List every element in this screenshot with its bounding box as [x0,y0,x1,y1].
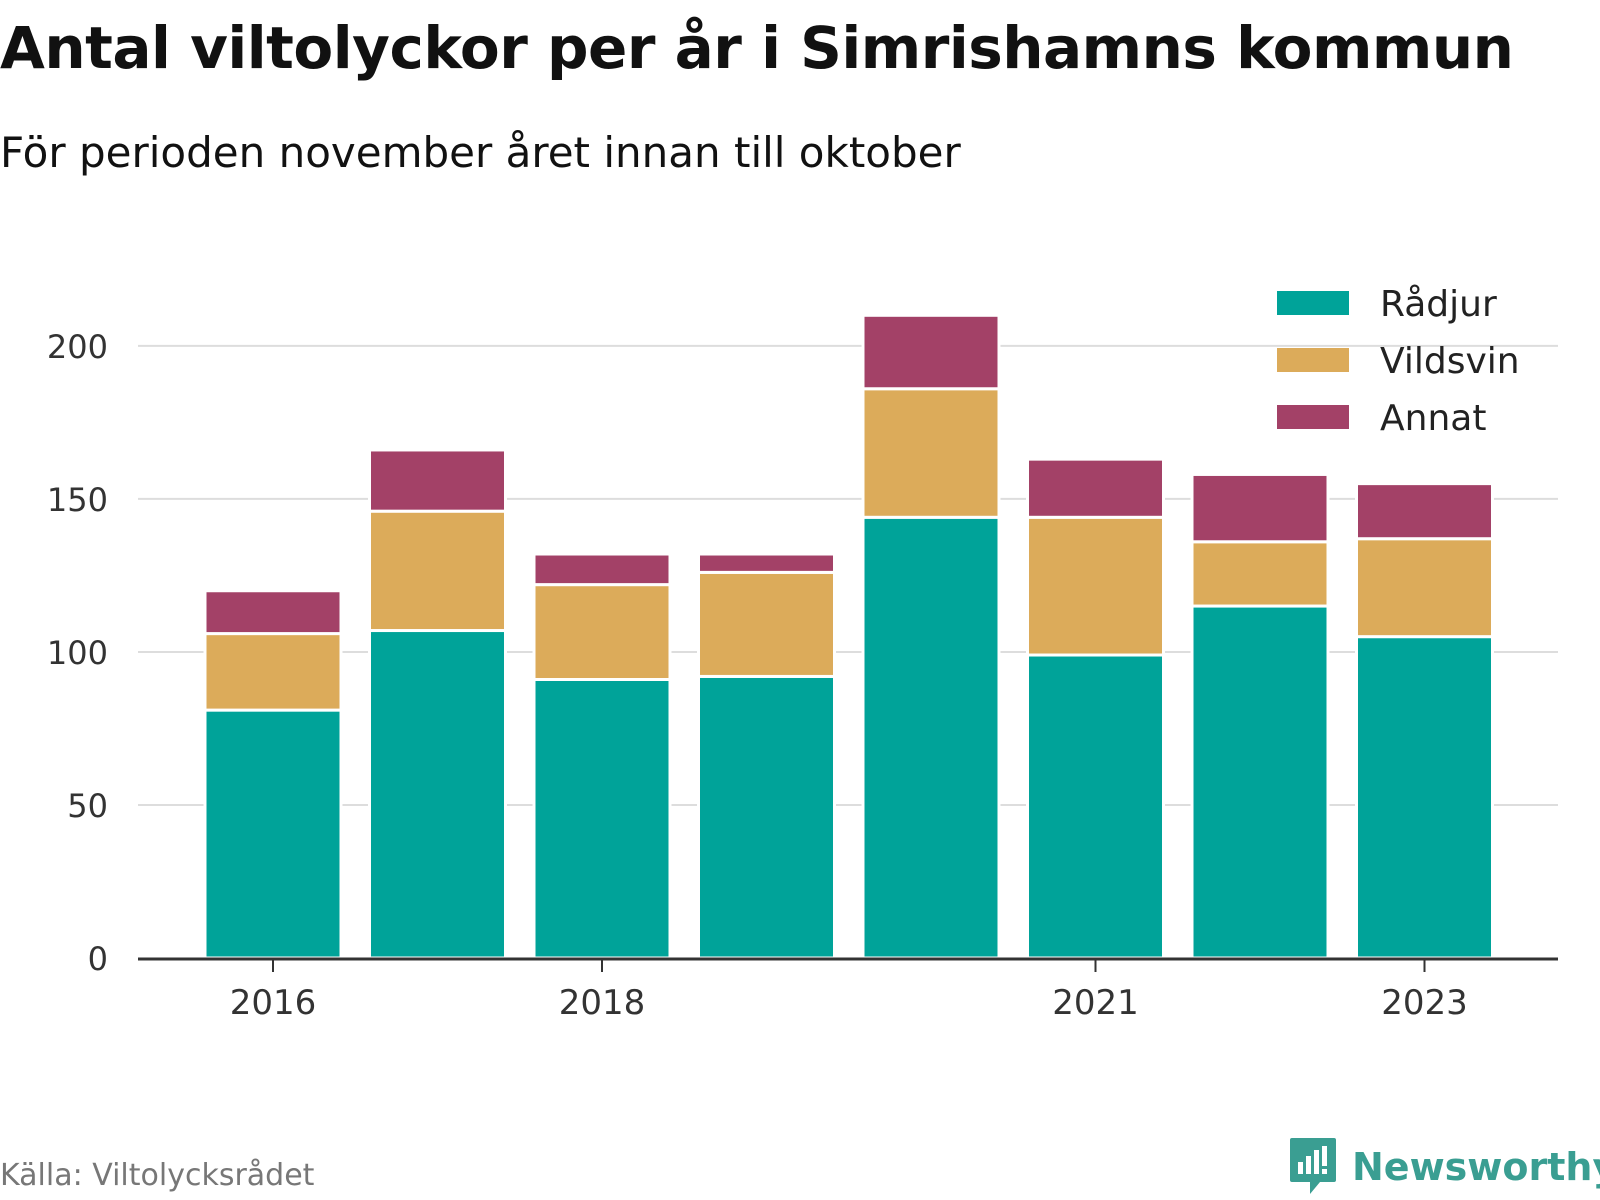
newsworthy-brand: Newsworthy [1288,1136,1600,1198]
bar-vildsvin-2023 [1355,537,1494,639]
x-tick-label: 2023 [1381,983,1468,1023]
bar-radjur-2016 [203,708,343,960]
legend-swatch-radjur [1277,291,1349,315]
bar-annat-2022 [1190,472,1330,544]
bar-radjur-2017 [368,629,507,960]
legend-swatch-vildsvin [1277,348,1349,372]
chart-title: Antal viltolyckor per år i Simrishamns k… [0,14,1514,82]
y-tick-label: 100 [47,634,108,672]
bar-vildsvin-2021 [1026,515,1165,657]
x-tick-label: 2021 [1052,983,1139,1023]
bar-radjur-2022 [1190,604,1330,960]
bar-radjur-2023 [1355,635,1494,960]
bar-annat-2016 [203,589,343,636]
legend: Rådjur Vildsvin Annat [1277,284,1520,439]
brand-name: Newsworthy [1352,1145,1600,1189]
legend-swatch-annat [1277,405,1349,429]
bar-vildsvin-2022 [1190,540,1330,608]
legend-label-radjur: Rådjur [1380,284,1497,325]
bar-annat-2018 [532,552,672,587]
bar-annat-2020 [861,313,1001,391]
legend-label-annat: Annat [1380,398,1486,439]
bar-annat-2019 [697,552,836,574]
y-tick-label: 50 [67,787,108,825]
bar-vildsvin-2019 [697,570,836,678]
newsworthy-logo-icon [1290,1138,1336,1194]
bars [203,313,1494,960]
y-tick-label: 150 [47,481,108,519]
bar-annat-2021 [1026,457,1165,519]
bar-radjur-2020 [861,515,1001,960]
bar-vildsvin-2017 [368,509,507,633]
y-tick-label: 0 [88,940,108,978]
bar-annat-2023 [1355,482,1494,541]
y-axis-ticks: 0 50 100 150 200 [47,328,108,978]
bar-vildsvin-2020 [861,387,1001,519]
bar-annat-2017 [368,448,507,513]
y-tick-label: 200 [47,328,108,366]
x-tick-label: 2018 [559,983,646,1023]
legend-label-vildsvin: Vildsvin [1380,341,1520,382]
bar-vildsvin-2018 [532,583,672,681]
bar-vildsvin-2016 [203,632,343,712]
bar-radjur-2019 [697,674,836,960]
x-tick-label: 2016 [230,983,317,1023]
x-axis-ticks: 2016 2018 2021 2023 [230,958,1468,1023]
source-note: Källa: Viltolycksrådet [0,1158,315,1193]
bar-radjur-2021 [1026,653,1165,960]
stacked-bar-chart: 0 50 100 150 200 2016 2018 2021 2023 Rådjur Vild… [47,284,1558,1023]
chart-subtitle: För perioden november året innan till ok… [0,128,961,177]
bar-radjur-2018 [532,677,672,960]
